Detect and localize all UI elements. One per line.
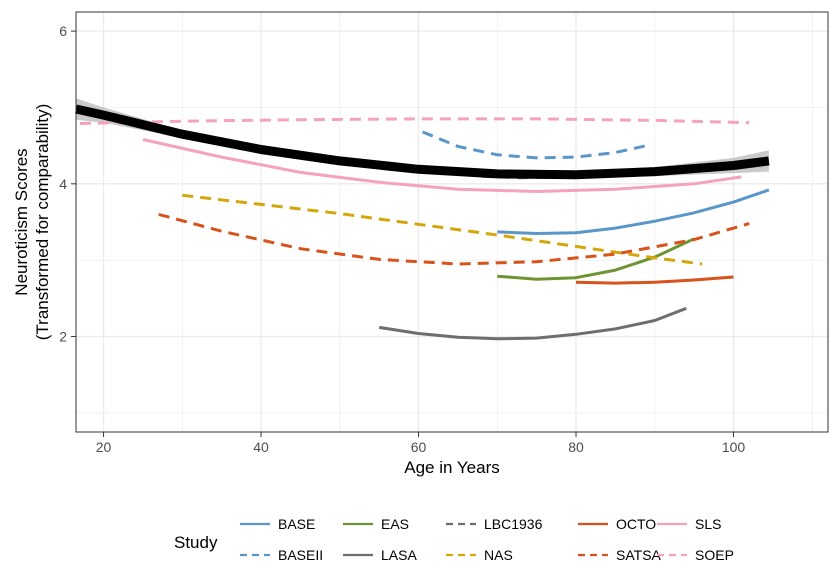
- series-line-base: [497, 188, 770, 235]
- legend-label-satsa: SATSA: [616, 547, 662, 563]
- legend-label-octo: OCTO: [616, 516, 656, 532]
- series-line-lasa: [378, 306, 687, 341]
- legend-label-nas: NAS: [484, 547, 513, 563]
- x-axis-title: Age in Years: [404, 458, 499, 477]
- x-tick-label: 20: [96, 439, 112, 455]
- overall-trend-line: [75, 104, 770, 180]
- plot-panel-border: [75, 11, 829, 433]
- x-tick-label: 80: [568, 439, 584, 455]
- legend-label-lasa: LASA: [381, 547, 417, 563]
- legend-label-sls: SLS: [695, 516, 721, 532]
- x-tick-label: 40: [253, 439, 269, 455]
- series-line-eas: [497, 237, 695, 281]
- y-tick-label: 6: [59, 23, 67, 39]
- y-axis-title-line-2: (Transformed for comparability): [33, 104, 52, 341]
- y-tick-label: 4: [59, 176, 67, 192]
- legend-label-lbc1936: LBC1936: [484, 516, 543, 532]
- legend-title: Study: [174, 533, 218, 552]
- y-tick-label: 2: [59, 329, 67, 345]
- legend-label-base: BASE: [278, 516, 315, 532]
- x-tick-label: 60: [411, 439, 427, 455]
- x-tick-label: 100: [722, 439, 746, 455]
- legend-label-soep: SOEP: [695, 547, 734, 563]
- legend-label-baseii: BASEII: [278, 547, 323, 563]
- series-line-nas: [182, 193, 703, 266]
- y-axis-title-line-1: Neuroticism Scores: [12, 148, 31, 295]
- legend-label-eas: EAS: [381, 516, 409, 532]
- series-line-baseii: [421, 130, 648, 160]
- series-lines-layer: [79, 117, 770, 341]
- series-line-satsa: [158, 212, 750, 266]
- legend: Study BASE BASEII EAS LASA LBC1936 NAS OCTO SAT…: [174, 516, 734, 563]
- series-line-sls: [142, 138, 742, 193]
- axis-ticks-layer: 20 40 60 80 100 2 4 6: [59, 23, 745, 455]
- series-line-octo: [575, 275, 734, 285]
- overall-trend-layer: [75, 104, 770, 180]
